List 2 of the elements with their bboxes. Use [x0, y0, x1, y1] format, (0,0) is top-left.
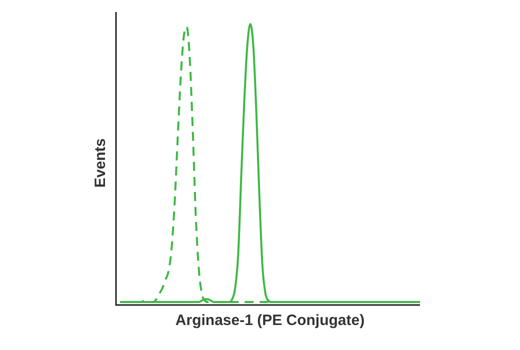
x-axis-title: Arginase-1 (PE Conjugate) [175, 312, 365, 330]
y-axis-title: Events [92, 138, 110, 188]
